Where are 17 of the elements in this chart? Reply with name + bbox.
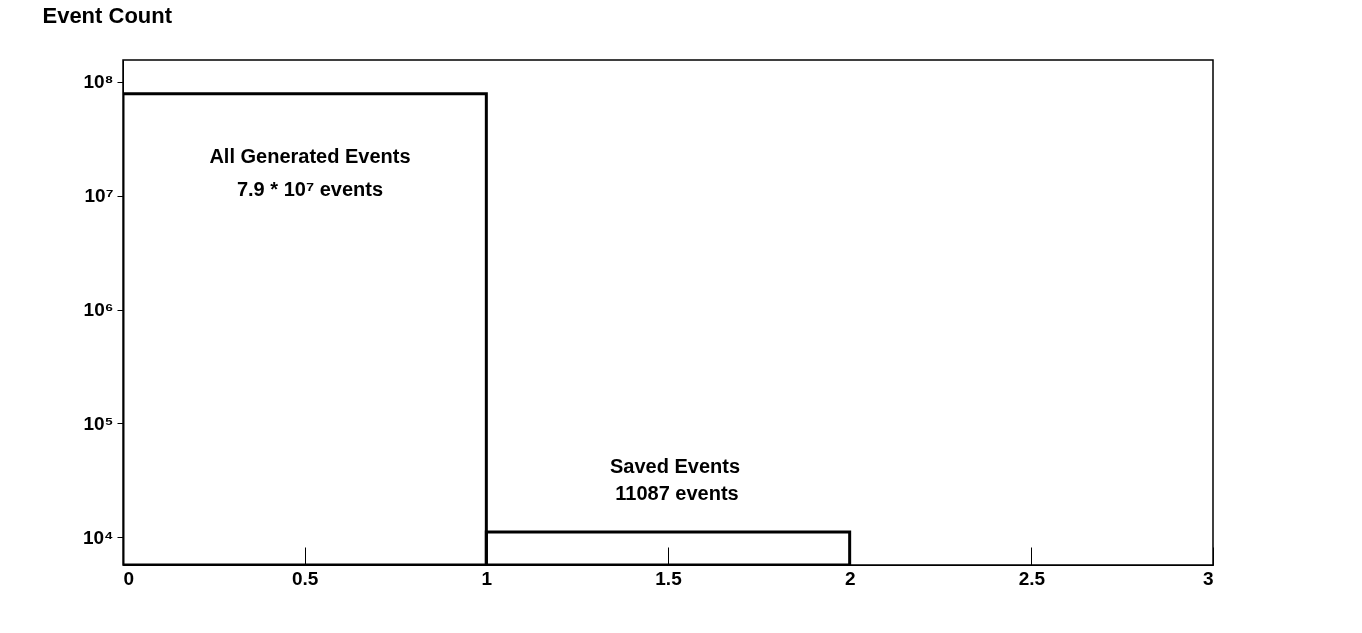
annotation: All Generated Events [209,145,411,167]
annotation: 11087 events [615,482,739,504]
x-tick-label: 0.5 [291,567,319,589]
y-tick-label: 10⁴ [82,526,114,548]
chart-title: Event Count [42,3,173,28]
y-tick-label: 10⁶ [83,299,114,321]
y-tick-label: 10⁵ [83,412,114,434]
annotation: Saved Events [609,455,741,477]
x-tick-label: 3 [1202,567,1214,589]
x-tick-label: 2 [844,567,856,589]
x-tick-label: 2.5 [1018,567,1046,589]
annotation: 7.9 * 10⁷ events [236,178,384,200]
y-tick-label: 10⁸ [83,71,114,93]
x-tick-label: 1 [481,567,493,589]
x-tick-label: 1.5 [655,567,683,589]
x-tick-label: 0 [123,567,135,589]
y-tick-label: 10⁷ [84,185,114,207]
